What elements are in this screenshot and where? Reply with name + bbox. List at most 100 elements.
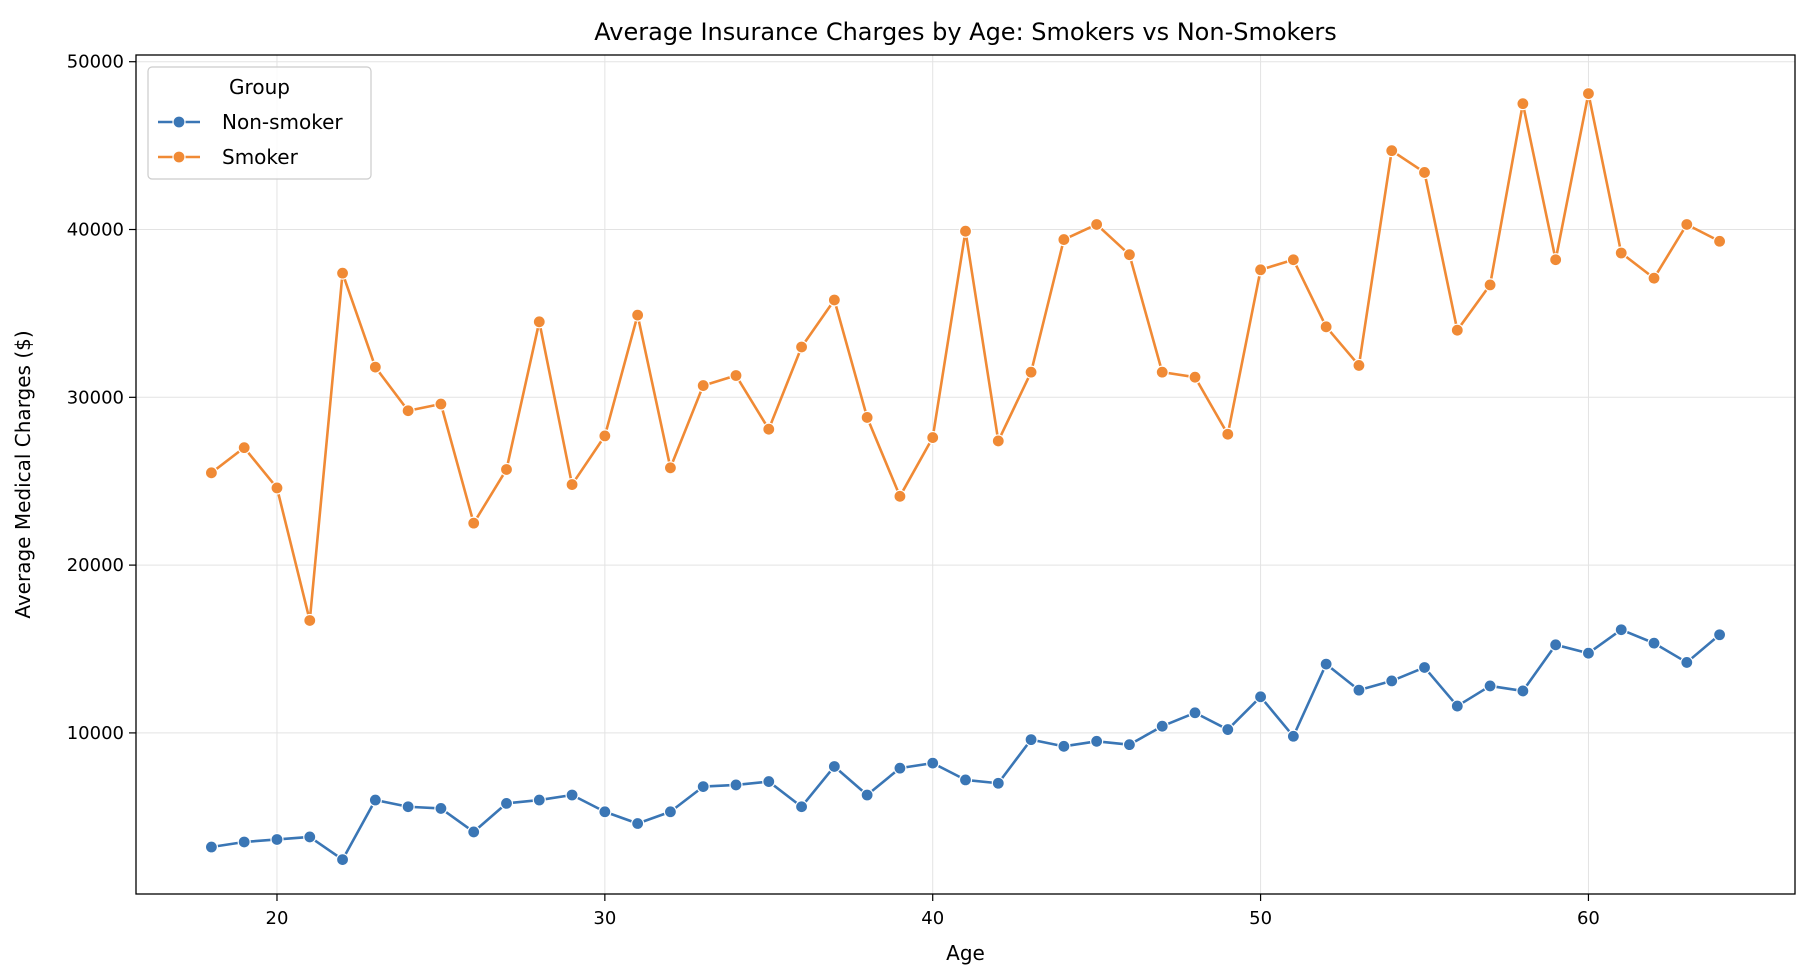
series-non-smoker [204, 623, 1727, 867]
data-point-non-smoker [1680, 655, 1694, 670]
data-point-non-smoker [270, 832, 284, 847]
data-point-smoker [434, 397, 448, 411]
data-point-non-smoker [1352, 683, 1366, 697]
data-point-smoker [335, 266, 350, 280]
data-point-smoker [1319, 320, 1333, 334]
data-point-smoker [1057, 232, 1071, 247]
data-point-non-smoker [1286, 729, 1300, 743]
data-point-smoker [1352, 358, 1366, 373]
data-point-smoker [368, 360, 382, 374]
data-point-smoker [1516, 97, 1530, 111]
data-point-non-smoker [1024, 733, 1038, 747]
data-point-non-smoker [696, 780, 710, 794]
data-point-smoker [1155, 365, 1169, 379]
data-point-non-smoker [1450, 699, 1464, 713]
x-tick-label: 40 [921, 908, 944, 929]
data-point-non-smoker [1712, 628, 1727, 642]
grid-lines [136, 55, 1795, 894]
data-point-smoker [1581, 86, 1596, 101]
data-point-smoker [1680, 217, 1694, 232]
data-point-non-smoker [1253, 690, 1268, 704]
data-point-smoker [1712, 234, 1727, 248]
data-point-non-smoker [467, 825, 481, 839]
plot-area [204, 86, 1727, 867]
data-point-non-smoker [1122, 738, 1137, 752]
x-axis-label: Age [946, 941, 985, 965]
data-point-smoker [1417, 165, 1432, 180]
y-tick-label: 30000 [67, 387, 124, 408]
data-point-smoker [270, 481, 284, 495]
data-point-non-smoker [1417, 660, 1432, 675]
legend-marker-non-smoker [172, 115, 186, 129]
data-point-non-smoker [893, 761, 907, 775]
data-point-smoker [631, 308, 645, 322]
data-point-non-smoker [499, 796, 514, 810]
data-point-non-smoker [1090, 734, 1104, 748]
data-point-non-smoker [532, 793, 546, 807]
data-point-smoker [1122, 248, 1137, 262]
data-point-non-smoker [1188, 706, 1202, 720]
data-point-smoker [237, 441, 251, 455]
data-point-smoker [467, 516, 481, 530]
data-point-smoker [794, 340, 809, 354]
data-point-non-smoker [729, 778, 743, 792]
x-tick-label: 50 [1249, 908, 1272, 929]
x-tick-label: 60 [1577, 908, 1600, 929]
data-point-smoker [1614, 246, 1628, 260]
data-point-non-smoker [204, 840, 219, 854]
data-point-non-smoker [1581, 646, 1596, 660]
data-point-non-smoker [991, 776, 1005, 790]
data-point-smoker [1188, 370, 1202, 384]
x-tick-label: 20 [266, 908, 289, 929]
data-point-smoker [565, 477, 579, 492]
legend-item-smoker: Smoker [158, 145, 299, 169]
legend: Group Non-smoker Smoker [147, 66, 372, 180]
axes-frame [135, 54, 1796, 895]
data-point-smoker [729, 368, 743, 383]
axis-ticks: 20 30 40 50 60 10000 20000 30000 40000 50000 [67, 52, 1600, 929]
data-point-smoker [893, 489, 907, 503]
data-point-smoker [827, 293, 841, 307]
data-point-non-smoker [631, 816, 645, 831]
data-point-non-smoker [926, 756, 940, 770]
data-point-smoker [958, 224, 973, 238]
legend-box [147, 66, 372, 180]
data-point-smoker [1024, 365, 1038, 379]
data-point-non-smoker [598, 805, 612, 819]
data-point-non-smoker [565, 788, 579, 802]
data-point-smoker [303, 613, 317, 628]
data-point-non-smoker [237, 835, 251, 849]
data-point-non-smoker [762, 774, 776, 789]
series-smoker [204, 86, 1727, 628]
y-tick-label: 40000 [67, 220, 124, 241]
x-tick-label: 30 [593, 908, 616, 929]
legend-label-non-smoker: Non-smoker [222, 110, 343, 134]
data-point-smoker [1286, 253, 1300, 267]
data-point-smoker [401, 404, 415, 418]
legend-marker-smoker [172, 150, 186, 164]
data-point-smoker [499, 462, 514, 477]
data-point-smoker [1253, 263, 1268, 277]
data-point-non-smoker [1614, 623, 1628, 637]
legend-item-non-smoker: Non-smoker [158, 110, 343, 134]
data-point-smoker [1385, 144, 1399, 158]
data-point-non-smoker [1516, 684, 1530, 698]
data-point-non-smoker [303, 830, 317, 844]
data-point-non-smoker [434, 801, 448, 816]
chart-title: Average Insurance Charges by Age: Smoker… [594, 18, 1336, 46]
data-point-non-smoker [368, 793, 382, 807]
data-point-non-smoker [958, 773, 973, 787]
data-point-smoker [1090, 217, 1104, 232]
y-tick-label: 50000 [67, 52, 124, 73]
data-point-smoker [1483, 278, 1497, 292]
data-point-smoker [1647, 271, 1661, 285]
data-point-smoker [598, 429, 612, 443]
data-point-smoker [860, 410, 874, 425]
data-point-smoker [663, 461, 678, 475]
legend-label-smoker: Smoker [222, 145, 299, 169]
data-point-smoker [1221, 427, 1235, 441]
data-point-non-smoker [1549, 638, 1563, 652]
data-point-smoker [1450, 323, 1464, 337]
data-point-non-smoker [1057, 739, 1071, 753]
